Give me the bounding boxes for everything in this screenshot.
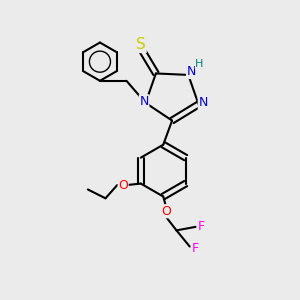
- Text: H: H: [195, 59, 204, 69]
- Text: F: F: [191, 242, 199, 254]
- Text: O: O: [118, 178, 128, 191]
- Text: N: N: [198, 96, 208, 110]
- Text: N: N: [140, 95, 149, 108]
- Text: F: F: [197, 220, 205, 233]
- Text: N: N: [187, 65, 196, 79]
- Text: S: S: [136, 38, 146, 52]
- Text: O: O: [161, 205, 171, 218]
